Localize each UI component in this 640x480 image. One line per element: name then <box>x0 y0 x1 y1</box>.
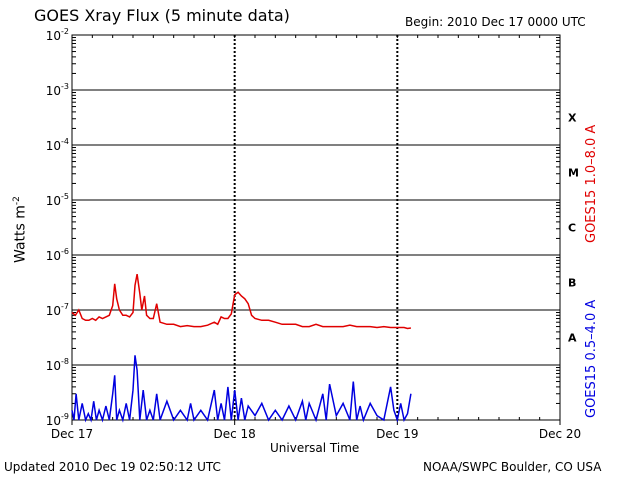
y-tick-label-exponent: -3 <box>61 82 69 91</box>
y-axis-title: Watts m-2 <box>12 196 29 263</box>
y-tick-label-base: 10 <box>46 139 61 153</box>
legend-short-channel: GOES15 0.5–4.0 A <box>584 299 599 418</box>
y-tick-label-exponent: -4 <box>61 137 69 146</box>
y-tick-label-exponent: -2 <box>61 27 69 36</box>
updated-timestamp: Updated 2010 Dec 19 02:50:12 UTC <box>4 460 221 474</box>
y-tick-label: 10-3 <box>46 82 69 98</box>
credit-label: NOAA/SWPC Boulder, CO USA <box>423 460 602 474</box>
flare-class-label: B <box>568 277 576 290</box>
x-tick-label: Dec 19 <box>376 427 418 441</box>
y-tick-label-exponent: -8 <box>61 357 69 366</box>
y-tick-label-exponent: -5 <box>61 192 69 201</box>
y-tick-label: 10-9 <box>46 412 69 428</box>
chart-title: GOES Xray Flux (5 minute data) <box>34 6 290 25</box>
flare-class-label: M <box>568 167 579 180</box>
flare-class-label: X <box>568 112 577 125</box>
x-tick-label: Dec 17 <box>51 427 93 441</box>
y-tick-label: 10-7 <box>46 302 69 318</box>
series-long-channel-line <box>71 273 412 330</box>
y-axis-title-exponent: -2 <box>12 196 22 206</box>
x-tick-label: Dec 18 <box>214 427 256 441</box>
begin-time-label: Begin: 2010 Dec 17 0000 UTC <box>405 15 586 29</box>
y-tick-label-base: 10 <box>46 29 61 43</box>
y-tick-label: 10-6 <box>46 247 69 263</box>
y-tick-label-exponent: -7 <box>61 302 69 311</box>
y-tick-label-base: 10 <box>46 194 61 208</box>
y-tick-label: 10-2 <box>46 27 69 43</box>
y-tick-label-exponent: -6 <box>61 247 69 256</box>
y-tick-label-base: 10 <box>46 304 61 318</box>
y-tick-label-exponent: -9 <box>61 412 69 421</box>
x-tick-label: Dec 20 <box>539 427 581 441</box>
y-tick-label-base: 10 <box>46 84 61 98</box>
y-tick-label: 10-8 <box>46 357 69 373</box>
flare-class-label: A <box>568 332 577 345</box>
y-axis-title-text: Watts m <box>12 205 29 263</box>
legend-long-channel: GOES15 1.0–8.0 A <box>584 124 599 243</box>
y-tick-label: 10-4 <box>46 137 69 153</box>
x-axis-title: Universal Time <box>270 441 360 455</box>
y-tick-label-base: 10 <box>46 414 61 428</box>
y-tick-label: 10-5 <box>46 192 69 208</box>
series-short-channel-line <box>71 355 412 423</box>
y-tick-label-base: 10 <box>46 359 61 373</box>
y-tick-label-base: 10 <box>46 249 61 263</box>
plot-frame <box>71 34 561 421</box>
flare-class-label: C <box>568 222 576 235</box>
